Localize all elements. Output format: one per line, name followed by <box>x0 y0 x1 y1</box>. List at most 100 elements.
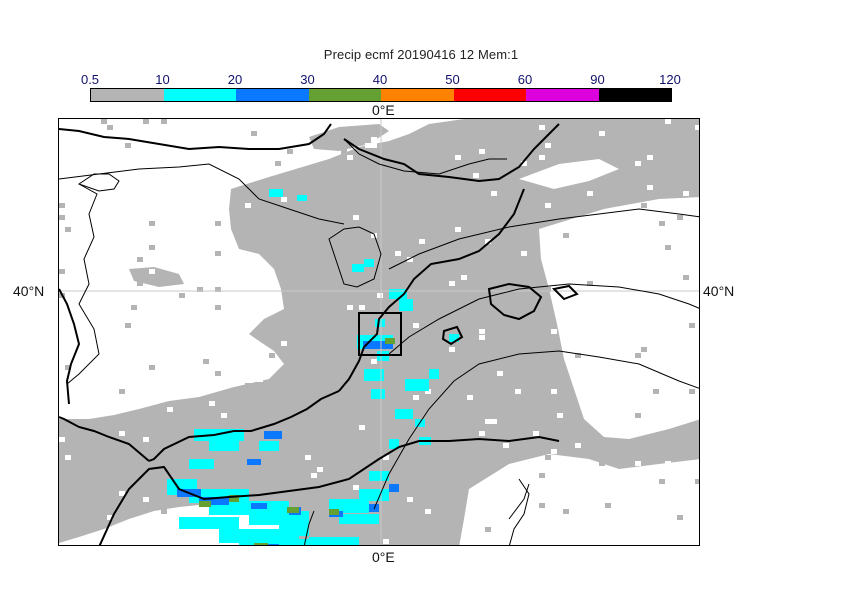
precip-speckle <box>611 395 617 400</box>
precip-speckle <box>599 131 605 136</box>
precip-speckle <box>377 293 383 298</box>
precip-speckle <box>659 221 665 226</box>
precip-speckle <box>287 149 293 154</box>
precip-speckle <box>629 263 635 268</box>
precip-speckle <box>689 227 695 232</box>
coast-north-africa <box>98 435 560 545</box>
precip-cell-10 <box>359 489 389 501</box>
precip-speckle <box>221 413 227 418</box>
precip-speckle <box>485 527 491 532</box>
precip-area-north <box>309 124 389 151</box>
coast-balearic-mallorca <box>487 282 543 321</box>
gap-east <box>539 197 699 439</box>
precip-speckle <box>257 473 263 478</box>
precip-speckle <box>269 125 275 130</box>
precip-cell-10 <box>405 379 429 391</box>
precip-speckle <box>533 431 539 436</box>
precip-speckle <box>119 431 125 436</box>
precip-speckle <box>611 305 617 310</box>
precip-speckle <box>161 233 167 238</box>
precip-speckle <box>467 515 473 520</box>
precip-speckle <box>65 197 71 202</box>
precip-speckle <box>65 227 71 232</box>
precip-speckle <box>545 455 551 460</box>
precip-speckle <box>683 191 689 196</box>
precip-speckle <box>551 449 557 454</box>
precip-speckle <box>413 395 419 400</box>
precip-speckle <box>395 341 401 346</box>
precip-cell-30 <box>329 509 339 515</box>
precip-speckle <box>623 299 629 304</box>
precip-speckle <box>365 467 371 472</box>
precip-speckle <box>503 125 509 130</box>
precip-cell-20 <box>389 484 399 492</box>
precip-speckle <box>635 413 641 418</box>
focus-box <box>358 312 402 356</box>
colorbar-segment <box>598 89 671 101</box>
precip-cell-10 <box>352 264 364 272</box>
precip-speckle <box>551 269 557 274</box>
precip-speckle <box>539 449 545 454</box>
precip-speckle <box>215 305 221 310</box>
precip-speckle <box>539 509 545 514</box>
precip-speckle <box>431 263 437 268</box>
precip-cell-10 <box>189 459 214 469</box>
precip-speckle <box>665 245 671 250</box>
precip-speckle <box>131 503 137 508</box>
precip-speckle <box>623 317 629 322</box>
precip-speckle <box>479 149 485 154</box>
precip-speckle <box>695 479 699 484</box>
precip-speckle <box>455 227 461 232</box>
precip-cell-20 <box>381 341 393 349</box>
precip-speckle <box>323 329 329 334</box>
precip-area-southwest <box>59 477 169 511</box>
precip-speckle <box>479 335 485 340</box>
precip-speckle <box>551 389 557 394</box>
precip-speckle <box>497 371 503 376</box>
precip-speckle <box>527 329 533 334</box>
contour-line-5 <box>328 226 382 288</box>
precip-speckle <box>569 263 575 268</box>
precip-cell-20 <box>247 459 261 465</box>
colorbar-tick: 10 <box>155 72 170 87</box>
precip-cell-10 <box>339 514 379 524</box>
precip-speckle <box>683 149 689 154</box>
precip-speckle <box>149 269 155 274</box>
precip-speckle <box>635 353 641 358</box>
precip-speckle <box>59 533 65 538</box>
precip-speckle <box>215 251 221 256</box>
precip-cell-10 <box>259 441 279 451</box>
precip-speckle <box>491 425 497 430</box>
contour-line-6 <box>77 173 120 192</box>
precip-speckle <box>521 251 527 256</box>
precip-speckle <box>167 455 173 460</box>
precip-speckle <box>635 161 641 166</box>
precip-speckle <box>539 155 545 160</box>
coastlines <box>59 123 579 545</box>
precip-speckle <box>89 515 95 520</box>
precip-speckle <box>533 389 539 394</box>
precip-speckle <box>59 269 65 274</box>
precip-cell-10 <box>279 524 309 536</box>
precip-speckle <box>359 305 365 310</box>
precip-speckle <box>59 215 65 220</box>
precip-speckle <box>347 491 353 496</box>
precip-speckle <box>677 455 683 460</box>
precip-speckle <box>131 257 137 262</box>
precip-speckle <box>689 395 695 400</box>
precip-speckle <box>689 323 695 328</box>
precip-cell-20 <box>363 341 383 349</box>
precip-speckle <box>137 257 143 262</box>
precip-cell-30 <box>199 501 211 507</box>
precip-cell-10 <box>389 439 399 449</box>
colorbar-tick: 20 <box>227 72 243 87</box>
precip-speckle <box>113 341 119 346</box>
precip-speckle <box>455 155 461 160</box>
precip-speckle <box>689 305 695 310</box>
precip-speckle <box>167 323 173 328</box>
precip-speckle <box>95 227 101 232</box>
precip-speckle <box>221 377 227 382</box>
precip-speckle <box>419 245 425 250</box>
contour-line-2 <box>388 208 699 270</box>
precip-speckle <box>533 341 539 346</box>
